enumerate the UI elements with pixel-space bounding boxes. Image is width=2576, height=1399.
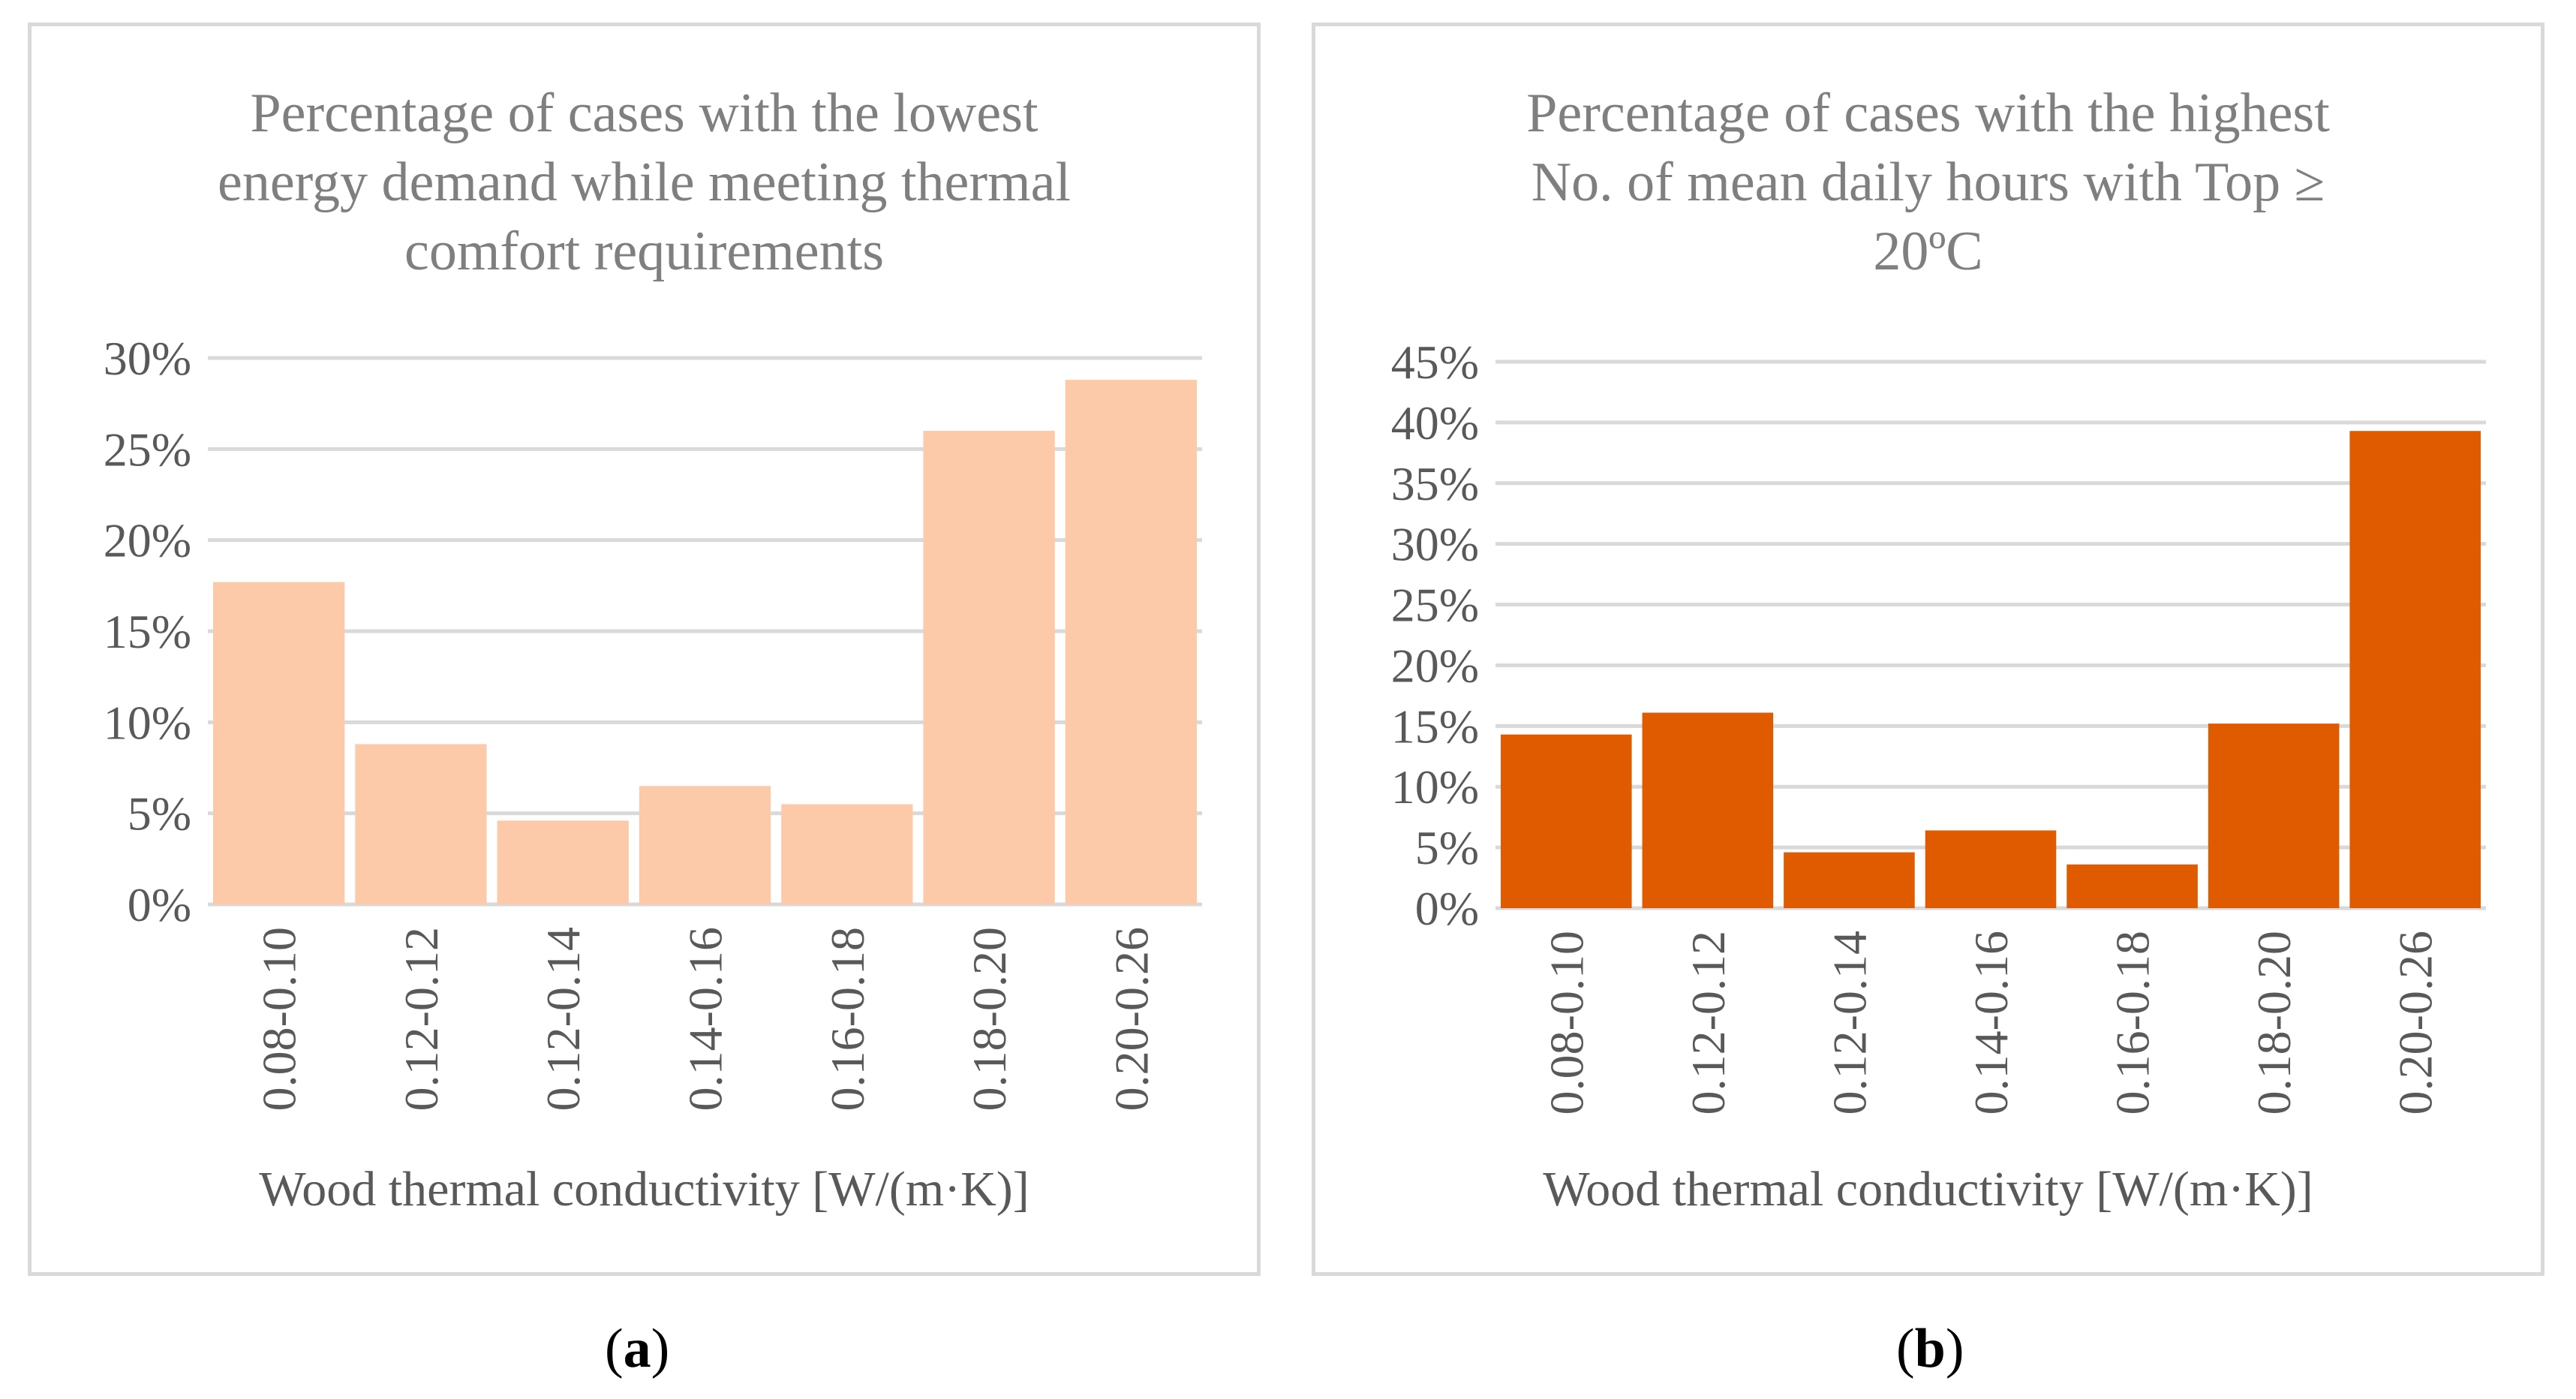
bar [1065,380,1197,904]
x-axis-label-a: Wood thermal conductivity [W/(m·K)] [259,1162,1029,1217]
x-tick-label: 0.14-0.16 [679,927,732,1111]
bar [213,582,345,904]
x-tick-label: 0.12-0.14 [537,927,590,1111]
y-tick-label: 30% [104,332,191,385]
y-tick-label: 45% [1391,335,1479,389]
y-tick-label: 15% [1391,700,1479,753]
bar [1784,852,1915,908]
bar-chart-b: 0% 5% 10% 15% 20% 25% 30% 35% 40% 45% 0.08-0.10 0.1… [1391,335,2486,1115]
y-tick-label: 25% [104,423,191,476]
chart-title-line: Percentage of cases with the lowest [250,83,1039,144]
bar [923,431,1055,904]
x-tick-label: 0.20-0.26 [2389,931,2442,1115]
y-tick-label: 15% [104,605,191,658]
y-tick-label: 30% [1391,518,1479,571]
y-tick-label: 10% [104,696,191,749]
y-tick-label: 5% [1415,821,1479,874]
bar [2349,431,2481,908]
caption-letter: b [1914,1318,1946,1379]
y-tick-label: 25% [1391,579,1479,632]
bar [2208,724,2340,908]
chart-title-b: Percentage of cases with the highest No.… [1315,79,2541,286]
bar [497,820,629,904]
x-tick-label: 0.16-0.18 [2106,931,2160,1115]
y-tick-label: 0% [1415,882,1479,935]
x-tick-label: 0.18-0.20 [963,927,1016,1111]
chart-title-line: energy demand while meeting thermal [217,152,1072,213]
x-tick-label: 0.12-0.12 [1682,931,1735,1115]
x-tick-label: 0.08-0.10 [1540,931,1593,1115]
y-tick-label: 35% [1391,457,1479,510]
x-tick-label: 0.16-0.18 [821,927,874,1111]
caption-letter: a [623,1318,651,1379]
chart-title-line: 20ºC [1873,221,1983,282]
x-tick-label: 0.12-0.12 [395,927,448,1111]
x-tick-label: 0.18-0.20 [2247,931,2301,1115]
y-tick-label: 10% [1391,760,1479,814]
y-tick-label: 20% [104,514,191,567]
x-tick-label: 0.12-0.14 [1823,931,1876,1115]
y-tick-label: 5% [128,787,191,841]
bar-chart-a: 0% 5% 10% 15% 20% 25% 30% 0.08-0.10 0.12-0.12 0.1… [104,332,1202,1111]
figure-caption-a: (a) [605,1318,670,1379]
x-tick-label: 0.08-0.10 [253,927,306,1111]
bar [639,786,771,904]
bar [781,804,913,904]
y-tick-label: 0% [128,878,191,931]
chart-title-line: comfort requirements [404,221,885,282]
y-tick-label: 20% [1391,639,1479,692]
chart-panel-a: Percentage of cases with the lowest ener… [28,23,1261,1276]
bar [1925,830,2057,908]
bar [1501,734,1632,908]
x-axis-label-b: Wood thermal conductivity [W/(m·K)] [1543,1162,2313,1217]
y-tick-label: 40% [1391,396,1479,450]
chart-title-line: No. of mean daily hours with Top ≥ [1531,152,2325,213]
bar [355,744,487,904]
x-tick-label: 0.20-0.26 [1105,927,1158,1111]
x-tick-label: 0.14-0.16 [1964,931,2018,1115]
chart-panel-b: Percentage of cases with the highest No.… [1312,23,2544,1276]
chart-title-a: Percentage of cases with the lowest ener… [32,79,1257,286]
bar [1642,712,1774,908]
chart-title-line: Percentage of cases with the highest [1526,83,2330,144]
bar [2067,864,2198,908]
figure-caption-b: (b) [1896,1318,1964,1379]
